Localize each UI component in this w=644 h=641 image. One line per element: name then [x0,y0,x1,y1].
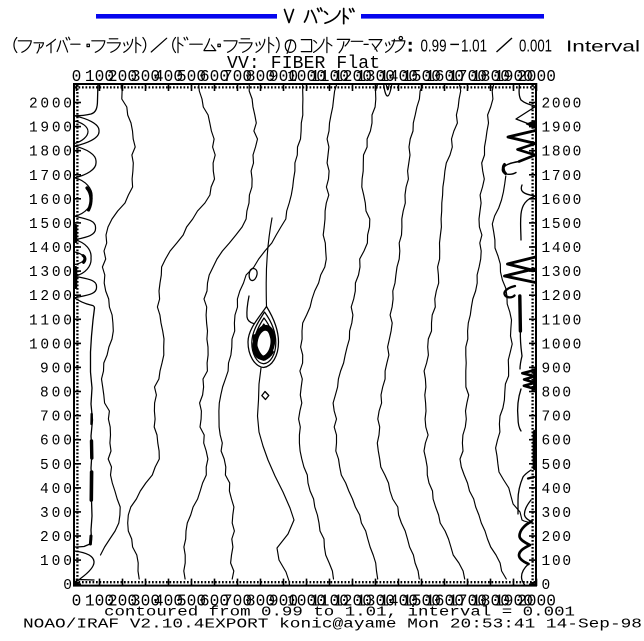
svg-text:100: 100 [542,554,572,570]
svg-text:0: 0 [542,578,551,594]
svg-text:1000: 1000 [542,337,582,353]
svg-text:1100: 1100 [310,593,349,611]
svg-text:900: 900 [40,361,72,377]
svg-text:800: 800 [246,593,275,611]
svg-text:contoured from 0.99 to 1.01, i: contoured from 0.99 to 1.01, interval = … [104,606,575,621]
svg-text:0.99: 0.99 [421,35,447,55]
svg-text:0: 0 [72,68,82,86]
svg-text:300: 300 [542,506,572,522]
svg-text:VV: FIBER Flat: VV: FIBER Flat [227,54,380,74]
svg-text:600: 600 [542,434,572,450]
svg-text:500: 500 [40,458,72,474]
svg-text:NOAO/IRAF V2.10.4EXPORT konic@: NOAO/IRAF V2.10.4EXPORT konic@ayame Mon … [23,617,642,632]
svg-text:1300: 1300 [356,593,395,611]
svg-text:900: 900 [269,68,298,86]
svg-text:300: 300 [40,506,72,522]
svg-text:100: 100 [85,68,114,86]
svg-text:1900: 1900 [494,593,533,611]
svg-text:0.001: 0.001 [519,35,552,55]
svg-text:1800: 1800 [471,593,510,611]
svg-text:1700: 1700 [542,169,582,185]
svg-text:200: 200 [108,68,137,86]
svg-text:1400: 1400 [379,68,418,86]
svg-text:1600: 1600 [425,68,464,86]
svg-text:300: 300 [131,68,160,86]
svg-text:400: 400 [154,593,183,611]
svg-text:1200: 1200 [333,68,372,86]
svg-text:600: 600 [200,68,229,86]
svg-text:600: 600 [200,593,229,611]
svg-text:400: 400 [542,482,572,498]
svg-text:700: 700 [40,410,72,426]
svg-text:Interval: Interval [566,38,640,55]
svg-text:200: 200 [542,530,572,546]
svg-text:1800: 1800 [542,145,582,161]
svg-text:500: 500 [177,593,206,611]
svg-text:900: 900 [542,361,572,377]
svg-text:1400: 1400 [542,241,582,257]
svg-text:1500: 1500 [402,68,441,86]
svg-text:100: 100 [40,554,72,570]
svg-text:1700: 1700 [448,68,487,86]
svg-text:2000: 2000 [517,68,556,86]
svg-text:1000: 1000 [287,68,326,86]
svg-text:800: 800 [40,386,72,402]
svg-text:1.01: 1.01 [461,35,487,55]
svg-text:200: 200 [108,593,137,611]
svg-text:600: 600 [40,434,72,450]
svg-text:1800: 1800 [471,68,510,86]
svg-text:1400: 1400 [379,593,418,611]
svg-text:1100: 1100 [542,313,582,329]
svg-text:1700: 1700 [448,593,487,611]
svg-text:300: 300 [131,593,160,611]
svg-text:700: 700 [223,68,252,86]
svg-text:800: 800 [246,68,275,86]
svg-text:700: 700 [542,410,572,426]
svg-text:200: 200 [40,530,72,546]
svg-text:500: 500 [542,458,572,474]
svg-text:1100: 1100 [310,68,349,86]
svg-text:1500: 1500 [542,217,582,233]
svg-text:500: 500 [177,68,206,86]
svg-text:400: 400 [154,68,183,86]
svg-text:800: 800 [542,386,572,402]
svg-text:1600: 1600 [542,193,582,209]
svg-text:1300: 1300 [542,265,582,281]
svg-text:1200: 1200 [333,593,372,611]
svg-text:2000: 2000 [542,97,582,113]
svg-text:1600: 1600 [425,593,464,611]
svg-text:1900: 1900 [542,121,582,137]
svg-text:700: 700 [223,593,252,611]
svg-text:1000: 1000 [287,593,326,611]
svg-text:0: 0 [72,593,82,611]
svg-text:2000: 2000 [517,593,556,611]
svg-text:1900: 1900 [494,68,533,86]
svg-text:1200: 1200 [542,289,582,305]
svg-text:0: 0 [63,578,72,594]
svg-text:900: 900 [269,593,298,611]
svg-text:1500: 1500 [402,593,441,611]
svg-text:100: 100 [85,593,114,611]
svg-text:1300: 1300 [356,68,395,86]
svg-text:400: 400 [40,482,72,498]
